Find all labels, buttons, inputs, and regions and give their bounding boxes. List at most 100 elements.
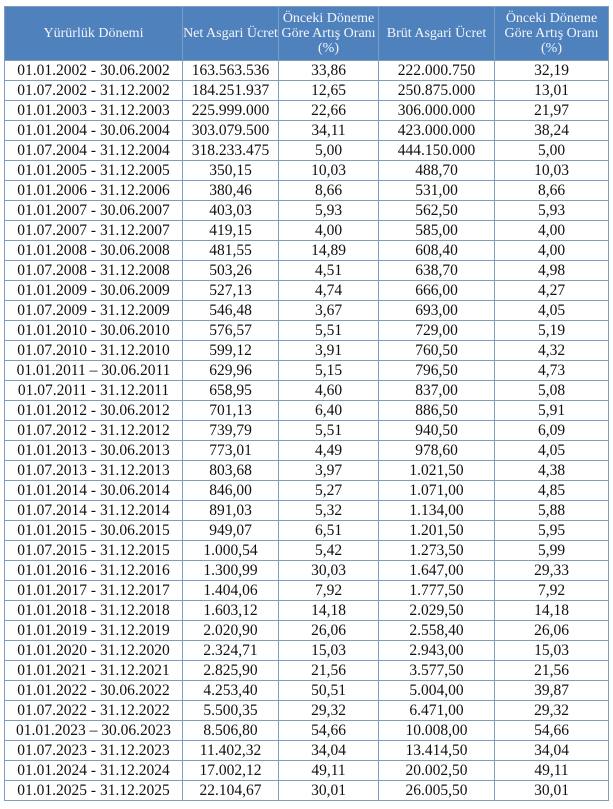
cell-gross-increase: 29,33 (494, 560, 609, 581)
cell-gross-wage: 6.471,00 (378, 700, 495, 721)
table-row: 01.01.2013 - 30.06.2013 773,01 4,49 978,60 4… (4, 440, 609, 461)
cell-net-increase: 3,67 (278, 300, 379, 321)
cell-gross-increase: 21,97 (494, 100, 609, 121)
cell-gross-increase: 13,01 (494, 80, 609, 101)
cell-net-wage: 403,03 (182, 200, 279, 221)
cell-period: 01.07.2022 - 31.12.2022 (4, 700, 183, 721)
cell-period: 01.01.2014 - 30.06.2014 (4, 480, 183, 501)
cell-net-wage: 184.251.937 (182, 80, 279, 101)
cell-period: 01.07.2008 - 31.12.2008 (4, 260, 183, 281)
cell-gross-increase: 26,06 (494, 620, 609, 641)
cell-gross-increase: 54,66 (494, 720, 609, 741)
cell-gross-increase: 29,32 (494, 700, 609, 721)
cell-gross-wage: 250.875.000 (378, 80, 495, 101)
cell-gross-increase: 15,03 (494, 640, 609, 661)
cell-period: 01.01.2018 - 31.12.2018 (4, 600, 183, 621)
cell-net-increase: 5,00 (278, 140, 379, 161)
table-body: 01.01.2002 - 30.06.2002 163.563.536 33,86 2… (4, 60, 609, 801)
table-row: 01.01.2018 - 31.12.2018 1.603,12 14,18 2.02… (4, 600, 609, 621)
cell-period: 01.01.2020 - 31.12.2020 (4, 640, 183, 661)
cell-gross-wage: 1.647,00 (378, 560, 495, 581)
cell-period: 01.07.2011 - 31.12.2011 (4, 380, 183, 401)
cell-net-wage: 701,13 (182, 400, 279, 421)
cell-net-wage: 318.233.475 (182, 140, 279, 161)
table-row: 01.07.2004 - 31.12.2004 318.233.475 5,00 44… (4, 140, 609, 161)
cell-gross-increase: 4,73 (494, 360, 609, 381)
cell-net-wage: 629,96 (182, 360, 279, 381)
cell-net-increase: 26,06 (278, 620, 379, 641)
cell-period: 01.01.2002 - 30.06.2002 (4, 60, 183, 81)
cell-net-increase: 30,01 (278, 780, 379, 801)
cell-net-wage: 2.020,90 (182, 620, 279, 641)
cell-gross-increase: 14,18 (494, 600, 609, 621)
cell-gross-wage: 10.008,00 (378, 720, 495, 741)
cell-gross-increase: 4,05 (494, 440, 609, 461)
cell-net-increase: 3,91 (278, 340, 379, 361)
cell-net-increase: 49,11 (278, 760, 379, 781)
cell-net-increase: 4,74 (278, 280, 379, 301)
cell-net-increase: 22,66 (278, 100, 379, 121)
cell-net-increase: 33,86 (278, 60, 379, 81)
cell-gross-increase: 5,00 (494, 140, 609, 161)
table-row: 01.01.2020 - 31.12.2020 2.324,71 15,03 2.94… (4, 640, 609, 661)
cell-net-wage: 4.253,40 (182, 680, 279, 701)
cell-net-increase: 4,51 (278, 260, 379, 281)
cell-gross-increase: 4,38 (494, 460, 609, 481)
cell-net-increase: 6,51 (278, 520, 379, 541)
cell-gross-increase: 7,92 (494, 580, 609, 601)
cell-gross-wage: 940,50 (378, 420, 495, 441)
table-row: 01.07.2010 - 31.12.2010 599,12 3,91 760,50 4… (4, 340, 609, 361)
cell-net-increase: 50,51 (278, 680, 379, 701)
cell-net-increase: 34,04 (278, 740, 379, 761)
cell-net-wage: 350,15 (182, 160, 279, 181)
table-row: 01.07.2014 - 31.12.2014 891,03 5,32 1.134,0… (4, 500, 609, 521)
table-row: 01.01.2022 - 30.06.2022 4.253,40 50,51 5.00… (4, 680, 609, 701)
table-row: 01.01.2009 - 30.06.2009 527,13 4,74 666,00 4… (4, 280, 609, 301)
cell-net-wage: 846,00 (182, 480, 279, 501)
cell-period: 01.01.2012 - 30.06.2012 (4, 400, 183, 421)
cell-period: 01.07.2014 - 31.12.2014 (4, 500, 183, 521)
cell-net-increase: 5,15 (278, 360, 379, 381)
table-row: 01.07.2023 - 31.12.2023 11.402,32 34,04 13.… (4, 740, 609, 761)
cell-gross-wage: 20.002,50 (378, 760, 495, 781)
table-row: 01.07.2022 - 31.12.2022 5.500,35 29,32 6.47… (4, 700, 609, 721)
cell-gross-increase: 5,91 (494, 400, 609, 421)
cell-net-increase: 7,92 (278, 580, 379, 601)
cell-net-increase: 4,49 (278, 440, 379, 461)
cell-net-wage: 599,12 (182, 340, 279, 361)
cell-period: 01.01.2025 - 31.12.2025 (4, 780, 183, 801)
cell-net-wage: 576,57 (182, 320, 279, 341)
cell-gross-wage: 1.021,50 (378, 460, 495, 481)
cell-period: 01.01.2007 - 30.06.2007 (4, 200, 183, 221)
cell-period: 01.07.2009 - 31.12.2009 (4, 300, 183, 321)
cell-net-increase: 8,66 (278, 180, 379, 201)
cell-gross-wage: 837,00 (378, 380, 495, 401)
cell-net-wage: 803,68 (182, 460, 279, 481)
table-row: 01.07.2002 - 31.12.2002 184.251.937 12,65 2… (4, 80, 609, 101)
table-row: 01.07.2015 - 31.12.2015 1.000,54 5,42 1.273… (4, 540, 609, 561)
cell-gross-wage: 729,00 (378, 320, 495, 341)
cell-gross-wage: 1.777,50 (378, 580, 495, 601)
cell-period: 01.01.2010 - 30.06.2010 (4, 320, 183, 341)
table-row: 01.01.2021 - 31.12.2021 2.825,90 21,56 3.57… (4, 660, 609, 681)
cell-gross-wage: 488,70 (378, 160, 495, 181)
table-row: 01.07.2008 - 31.12.2008 503,26 4,51 638,70 4… (4, 260, 609, 281)
cell-net-wage: 2.825,90 (182, 660, 279, 681)
cell-net-increase: 6,40 (278, 400, 379, 421)
cell-gross-increase: 8,66 (494, 180, 609, 201)
table-row: 01.01.2017 - 31.12.2017 1.404,06 7,92 1.777… (4, 580, 609, 601)
cell-gross-wage: 1.201,50 (378, 520, 495, 541)
table-row: 01.01.2015 - 30.06.2015 949,07 6,51 1.201,5… (4, 520, 609, 541)
cell-period: 01.01.2013 - 30.06.2013 (4, 440, 183, 461)
cell-gross-wage: 562,50 (378, 200, 495, 221)
cell-net-wage: 419,15 (182, 220, 279, 241)
cell-net-increase: 5,42 (278, 540, 379, 561)
table-row: 01.01.2024 - 31.12.2024 17.002,12 49,11 20.… (4, 760, 609, 781)
cell-gross-increase: 34,04 (494, 740, 609, 761)
cell-period: 01.01.2011 – 30.06.2011 (4, 360, 183, 381)
cell-gross-increase: 4,05 (494, 300, 609, 321)
cell-gross-wage: 531,00 (378, 180, 495, 201)
table-row: 01.01.2019 - 31.12.2019 2.020,90 26,06 2.55… (4, 620, 609, 641)
cell-gross-increase: 38,24 (494, 120, 609, 141)
cell-period: 01.07.2012 - 31.12.2012 (4, 420, 183, 441)
